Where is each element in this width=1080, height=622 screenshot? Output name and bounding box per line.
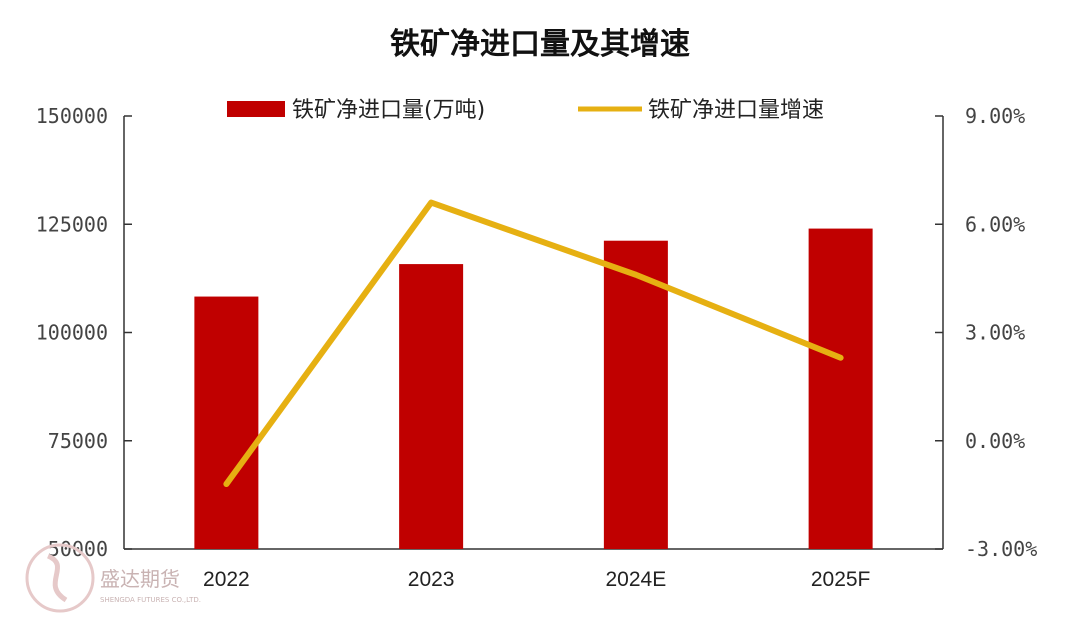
- right-tick-label: 3.00%: [965, 321, 1025, 345]
- right-tick-label: 9.00%: [965, 104, 1025, 128]
- growth-point-2023: [429, 200, 434, 205]
- legend-bar-swatch: [227, 101, 285, 117]
- bar-series: [194, 228, 873, 550]
- watermark-sub: SHENGDA FUTURES CO.,LTD.: [100, 596, 201, 604]
- watermark-logo-mark-icon: [46, 553, 68, 603]
- left-tick-label: 150000: [36, 104, 108, 128]
- growth-point-2022: [224, 482, 229, 487]
- growth-point-2025F: [838, 355, 843, 360]
- category-label: 2022: [203, 568, 250, 591]
- bar-2023: [399, 264, 464, 549]
- bar-2024E: [603, 240, 668, 550]
- category-label: 2025F: [811, 568, 871, 591]
- growth-line: [223, 199, 844, 488]
- legend-bar-label: 铁矿净进口量(万吨): [292, 98, 485, 123]
- left-tick-label: 125000: [36, 212, 108, 236]
- watermark-name: 盛达期货: [100, 567, 180, 591]
- bar-2022: [194, 296, 259, 549]
- right-tick-label: 6.00%: [965, 212, 1025, 236]
- right-tick-label: 0.00%: [965, 429, 1025, 453]
- category-label: 2023: [408, 568, 455, 591]
- watermark: 盛达期货 SHENGDA FUTURES CO.,LTD.: [25, 543, 201, 613]
- left-tick-label: 75000: [48, 429, 108, 453]
- watermark-logo-icon: [25, 543, 95, 613]
- right-axis-ticks: 9.00% 6.00% 3.00% 0.00% -3.00%: [935, 104, 1037, 561]
- chart-title: 铁矿净进口量及其增速: [390, 27, 690, 62]
- left-tick-label: 100000: [36, 321, 108, 345]
- right-tick-label: -3.00%: [965, 537, 1037, 561]
- category-label: 2024E: [606, 568, 667, 591]
- legend-line-label: 铁矿净进口量增速: [648, 98, 824, 123]
- category-labels: 2022 2023 2024E 2025F: [203, 568, 870, 591]
- legend: 铁矿净进口量(万吨) 铁矿净进口量增速: [227, 98, 824, 123]
- bar-2025F: [808, 228, 873, 549]
- growth-point-2024E: [633, 272, 638, 277]
- line-series: [223, 199, 844, 488]
